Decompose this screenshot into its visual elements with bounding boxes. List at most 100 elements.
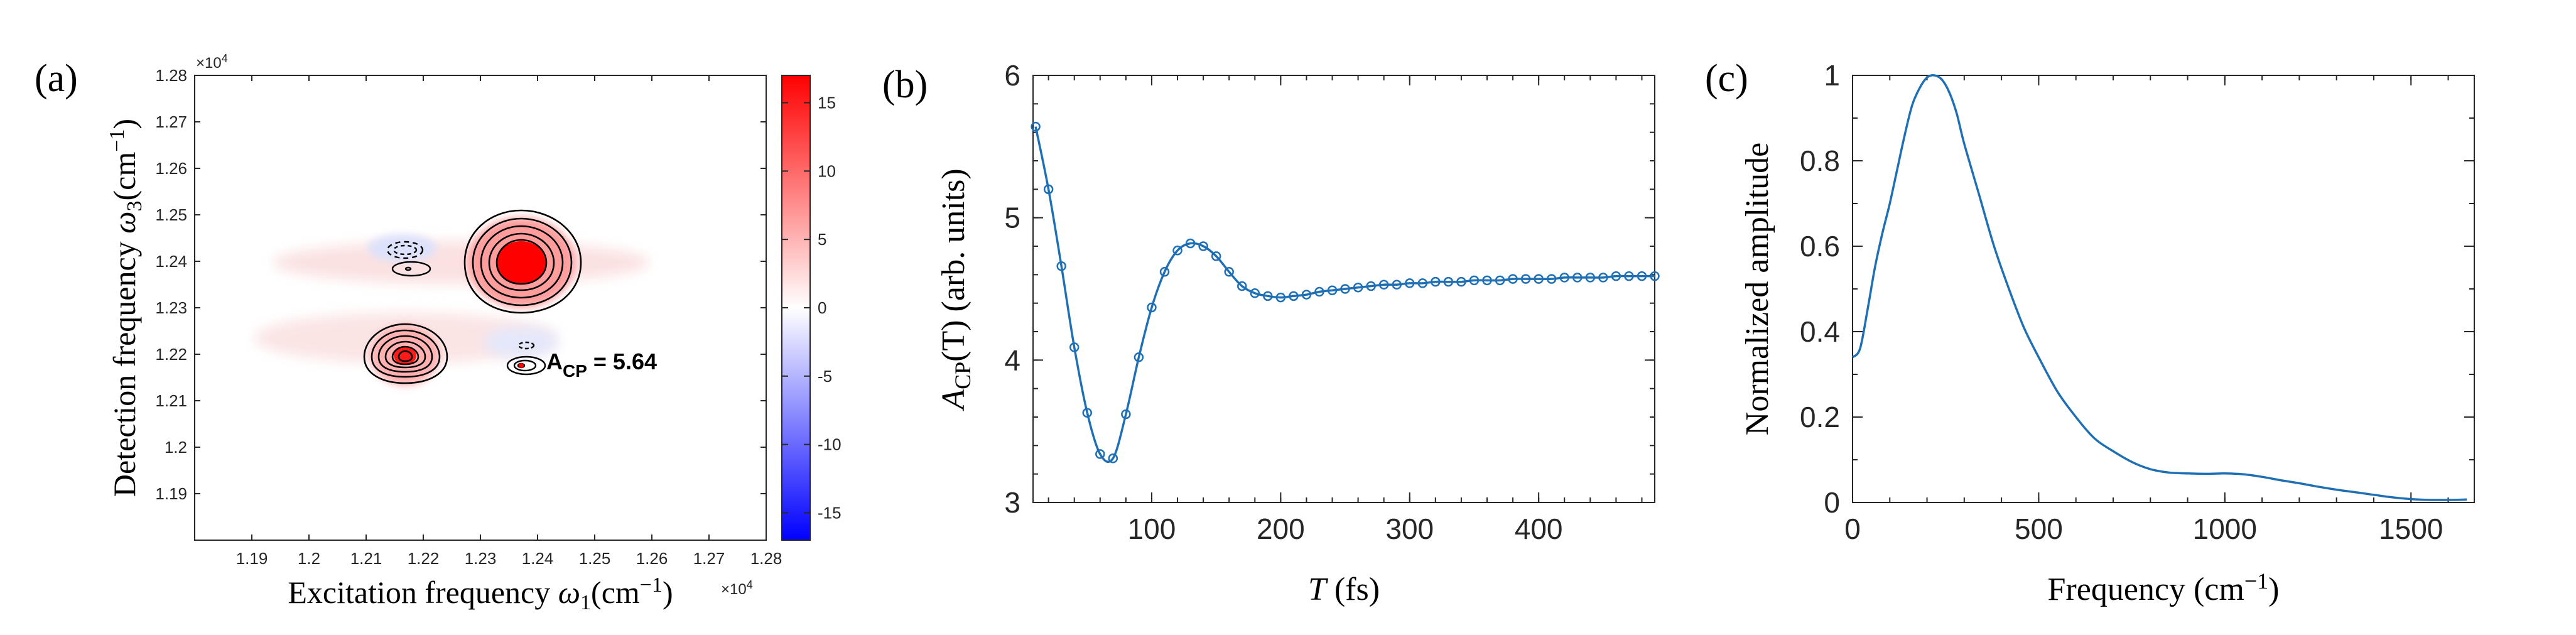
- data-point: [1314, 286, 1324, 297]
- annotation-acp: ACP = 5.64: [546, 349, 657, 381]
- y-tick-label: 6: [1004, 59, 1020, 92]
- data-point: [1069, 342, 1080, 352]
- data-point: [1546, 274, 1557, 284]
- data-point: [1572, 273, 1583, 283]
- data-point: [1456, 276, 1466, 287]
- colorbar-tick-label: 10: [818, 161, 836, 180]
- panel-c-ylabel: Normalized amplitude: [1740, 143, 1775, 435]
- panel-c-axes-box: [1852, 75, 2475, 503]
- y-tick-label: 0.4: [1800, 315, 1840, 348]
- x-tick-label: 500: [2015, 513, 2063, 545]
- colorbar-tick-label: 0: [818, 298, 826, 317]
- x-tick-label: 1.28: [750, 549, 782, 568]
- colorbar-tick-label: -15: [818, 503, 842, 522]
- y-tick-label: 1.21: [155, 391, 187, 410]
- x-tick-label: 1000: [2193, 513, 2257, 545]
- heatmap-faint-blue-upper: [367, 234, 436, 262]
- panel-a-ylabel: Detection frequency ω3(cm−1): [106, 119, 146, 497]
- data-point: [1211, 251, 1221, 261]
- colorbar-ticks: 15 10 5 0 -5 -10 -15: [782, 94, 842, 522]
- y-tick-label: 1.24: [155, 252, 187, 271]
- x-tick-label: 0: [1844, 513, 1861, 545]
- data-point: [1031, 121, 1041, 132]
- data-point: [1405, 278, 1415, 288]
- panel-c-label: (c): [1705, 57, 1748, 100]
- data-point: [1520, 274, 1531, 284]
- contours-peak-1: [463, 209, 582, 314]
- y-tick-label: 1.2: [165, 438, 187, 457]
- panel-b-series: [1031, 121, 1660, 464]
- data-point: [1559, 273, 1569, 283]
- panel-c-series: [1851, 74, 2467, 501]
- panel-a-xlabel: Excitation frequency ω1(cm−1): [288, 573, 673, 614]
- data-point: [1366, 281, 1376, 291]
- x-tick-label: 200: [1257, 513, 1305, 545]
- data-point: [1431, 276, 1441, 287]
- x-tick-label: 100: [1128, 513, 1176, 545]
- data-point: [1443, 276, 1454, 287]
- x-tick-label: 1.27: [693, 549, 725, 568]
- panel-a: (a): [35, 52, 842, 614]
- y-tick-label: 0.2: [1800, 401, 1840, 433]
- data-point: [1585, 273, 1596, 283]
- y-tick-label: 1.27: [155, 112, 187, 131]
- data-point: [1378, 280, 1389, 290]
- panel-b-axes-box: [1032, 75, 1655, 503]
- x-tick-label: 1.22: [408, 549, 440, 568]
- colorbar-tick-label: 15: [818, 94, 836, 112]
- panel-a-label: (a): [35, 57, 78, 100]
- data-point: [1263, 291, 1273, 301]
- panel-b-label: (b): [882, 63, 928, 106]
- data-point: [1392, 280, 1402, 290]
- panel-c-ticks: 0 500 1000 1500 0 0.2 0.4 0.6 0.8 1: [1800, 59, 2474, 545]
- x-tick-label: 1.25: [579, 549, 611, 568]
- data-point: [1095, 449, 1105, 459]
- data-point: [1237, 281, 1247, 291]
- y-tick-label: 1.26: [155, 159, 187, 178]
- panel-c-xlabel: Frequency (cm−1): [2048, 568, 2280, 607]
- data-point: [1624, 271, 1634, 281]
- x-tick-label: 1.19: [236, 549, 268, 568]
- contours-peak-2: [363, 323, 448, 384]
- y-tick-label: 0: [1824, 486, 1840, 519]
- panel-a-x-ticks: 1.19 1.2 1.21 1.22 1.23 1.24 1.25 1.26 1.27 1.28: [236, 75, 782, 568]
- x-tick-label: 300: [1385, 513, 1434, 545]
- colorbar-tick-label: -10: [818, 435, 842, 454]
- data-point: [1495, 275, 1505, 286]
- data-point: [1417, 278, 1428, 288]
- x-tick-label: 1.23: [465, 549, 497, 568]
- y-tick-label: 0.6: [1800, 230, 1840, 263]
- y-tick-label: 3: [1004, 486, 1020, 519]
- data-point: [1121, 409, 1131, 420]
- y-tick-label: 1.23: [155, 298, 187, 317]
- data-point: [1185, 238, 1196, 249]
- panel-a-x-exponent: ×104: [721, 578, 753, 598]
- panel-b-xlabel: T (fs): [1308, 572, 1380, 607]
- y-tick-label: 4: [1004, 344, 1020, 376]
- data-point: [1611, 271, 1621, 281]
- data-point: [1650, 271, 1660, 281]
- data-point: [1340, 284, 1350, 294]
- x-tick-label: 1500: [2379, 513, 2443, 545]
- data-point: [1108, 453, 1118, 464]
- data-point: [1482, 275, 1492, 286]
- x-tick-label: 400: [1515, 513, 1563, 545]
- data-point: [1043, 184, 1054, 195]
- x-tick-label: 1.2: [298, 549, 320, 568]
- data-point: [1172, 246, 1182, 256]
- data-point: [1301, 290, 1312, 300]
- x-tick-label: 1.24: [522, 549, 554, 568]
- data-point: [1275, 292, 1286, 303]
- data-point: [1508, 274, 1518, 284]
- data-point: [1637, 271, 1647, 281]
- panel-b-ticks: 100 200 300 400 3 4 5 6: [1004, 59, 1655, 545]
- heatmap-area: [195, 75, 766, 540]
- data-point: [1353, 282, 1363, 293]
- x-tick-label: 1.21: [350, 549, 382, 568]
- panel-a-y-exponent: ×104: [196, 52, 228, 72]
- y-tick-label: 1: [1824, 59, 1840, 92]
- data-point: [1598, 273, 1608, 283]
- data-point: [1224, 267, 1234, 277]
- series-line: [1851, 74, 2467, 501]
